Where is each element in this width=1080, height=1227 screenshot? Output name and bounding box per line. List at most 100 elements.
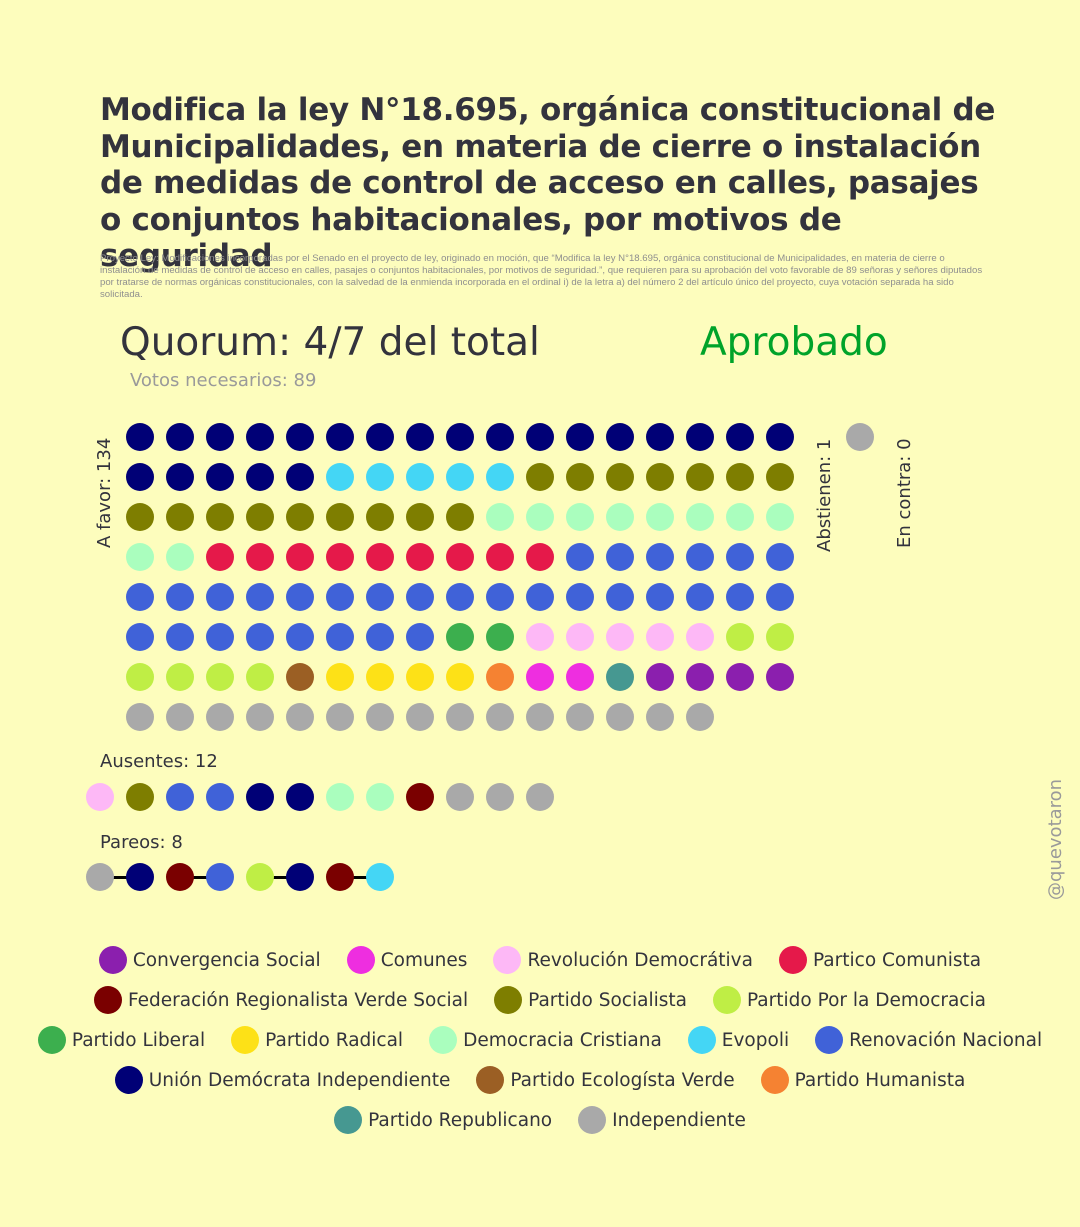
favor-vote-dot: [686, 583, 714, 611]
favor-vote-dot: [726, 423, 754, 451]
legend-swatch: [494, 986, 523, 1014]
legend-item: Partido Ecologísta Verde: [476, 1066, 735, 1094]
pair-connector: [180, 875, 220, 879]
favor-vote-dot: [726, 463, 754, 491]
absent-vote-dot: [406, 783, 434, 811]
favor-vote-dot: [366, 423, 394, 451]
legend-item: Partico Comunista: [778, 946, 981, 974]
favor-vote-dot: [686, 463, 714, 491]
pair-vote-dot: [246, 863, 274, 891]
favor-vote-dot: [126, 703, 154, 731]
favor-vote-dot: [206, 703, 234, 731]
favor-vote-dot: [166, 503, 194, 531]
legend-item: Partido Socialista: [494, 986, 687, 1014]
favor-vote-dot: [646, 463, 674, 491]
favor-vote-dot: [126, 663, 154, 691]
legend-swatch: [712, 986, 741, 1014]
favor-vote-dot: [486, 663, 514, 691]
favor-vote-dot: [486, 503, 514, 531]
party-legend: Convergencia Social Comunes Revolución Dem…: [0, 940, 1080, 1140]
favor-vote-dot: [286, 623, 314, 651]
favor-vote-dot: [126, 543, 154, 571]
favor-vote-dot: [606, 463, 634, 491]
favor-vote-dot: [286, 663, 314, 691]
favor-vote-dot: [726, 623, 754, 651]
favor-vote-dot: [686, 503, 714, 531]
legend-item: Democracia Cristiana: [429, 1026, 662, 1054]
favor-vote-dot: [246, 623, 274, 651]
favor-vote-dot: [646, 423, 674, 451]
legend-swatch: [760, 1066, 789, 1094]
favor-vote-dot: [246, 583, 274, 611]
against-label: En contra: 0: [894, 438, 915, 548]
legend-item: Independiente: [578, 1106, 746, 1134]
favor-vote-dot: [766, 503, 794, 531]
favor-vote-dot: [366, 503, 394, 531]
legend-item: Revolución Democrátiva: [493, 946, 753, 974]
legend-label: Partido Ecologísta Verde: [510, 1069, 735, 1091]
favor-vote-dot: [726, 503, 754, 531]
favor-vote-dot: [526, 583, 554, 611]
pair-vote-dot: [86, 863, 114, 891]
favor-vote-dot: [766, 583, 794, 611]
favor-vote-dot: [246, 663, 274, 691]
favor-vote-dot: [246, 503, 274, 531]
favor-vote-dot: [726, 543, 754, 571]
legend-item: Comunes: [346, 946, 467, 974]
legend-row: Partido Liberal Partido Radical Democracia…: [0, 1020, 1080, 1060]
favor-vote-dot: [366, 703, 394, 731]
pair-vote-dot: [366, 863, 394, 891]
favor-vote-dot: [326, 703, 354, 731]
favor-vote-dot: [486, 703, 514, 731]
legend-label: Revolución Democrátiva: [527, 949, 753, 971]
abstain-label: Abstienen: 1: [814, 438, 835, 552]
favor-vote-dot: [486, 583, 514, 611]
favor-vote-dot: [766, 663, 794, 691]
legend-swatch: [578, 1106, 607, 1134]
absent-vote-dot: [446, 783, 474, 811]
favor-vote-dot: [366, 623, 394, 651]
favor-vote-dot: [566, 703, 594, 731]
legend-label: Unión Demócrata Independiente: [148, 1069, 451, 1091]
legend-label: Federación Regionalista Verde Social: [128, 989, 469, 1011]
favor-vote-dot: [166, 663, 194, 691]
favor-vote-dot: [766, 423, 794, 451]
legend-swatch: [94, 986, 123, 1014]
legend-label: Independiente: [612, 1109, 746, 1131]
favor-vote-dot: [246, 543, 274, 571]
favor-vote-dot: [486, 423, 514, 451]
favor-vote-dot: [326, 543, 354, 571]
favor-vote-dot: [646, 623, 674, 651]
favor-vote-dot: [366, 463, 394, 491]
legend-item: Partido Radical: [231, 1026, 403, 1054]
favor-vote-dot: [566, 543, 594, 571]
absent-vote-dot: [486, 783, 514, 811]
absent-vote-dot: [366, 783, 394, 811]
favor-vote-dot: [526, 503, 554, 531]
favor-vote-dot: [406, 703, 434, 731]
favor-vote-dot: [406, 663, 434, 691]
legend-label: Partido Por la Democracia: [746, 989, 986, 1011]
legend-item: Partido Liberal: [37, 1026, 205, 1054]
favor-vote-dot: [446, 703, 474, 731]
favor-vote-dot: [526, 423, 554, 451]
legend-swatch: [476, 1066, 505, 1094]
legend-label: Democracia Cristiana: [463, 1029, 662, 1051]
favor-vote-dot: [126, 583, 154, 611]
absent-vote-dot: [526, 783, 554, 811]
legend-item: Unión Demócrata Independiente: [114, 1066, 451, 1094]
legend-swatch: [37, 1026, 66, 1054]
legend-swatch: [493, 946, 522, 974]
legend-label: Partido Humanista: [794, 1069, 966, 1091]
favor-vote-dot: [206, 583, 234, 611]
absent-vote-dot: [326, 783, 354, 811]
favor-vote-dot: [326, 423, 354, 451]
favor-vote-dot: [566, 463, 594, 491]
favor-vote-dot: [286, 583, 314, 611]
favor-vote-dot: [326, 623, 354, 651]
favor-vote-dot: [686, 703, 714, 731]
favor-vote-dot: [406, 503, 434, 531]
favor-label: A favor: 134: [94, 437, 115, 548]
legend-label: Convergencia Social: [132, 949, 321, 971]
pair-vote-dot: [126, 863, 154, 891]
